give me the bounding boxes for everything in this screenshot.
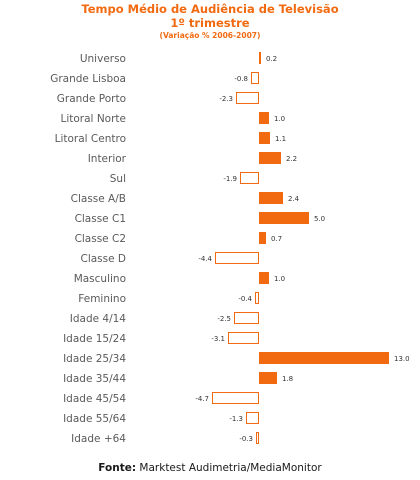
bar-idade-15-24 [228, 332, 259, 344]
source-text: Marktest Audimetria/MediaMonitor [139, 462, 322, 474]
chart-title: Tempo Médio de Audiência de Televisão [81, 2, 339, 16]
bar-feminino [255, 292, 259, 304]
category-label-idade-15-24: Idade 15/24 [63, 333, 126, 345]
value-label-classe-d: -4.4 [198, 255, 212, 263]
category-label-grande-porto: Grande Porto [57, 93, 126, 105]
bar-grande-porto [236, 92, 259, 104]
category-label-universo: Universo [80, 53, 126, 65]
category-label-grande-lisboa: Grande Lisboa [50, 73, 126, 85]
bar-classe-c1 [259, 212, 309, 224]
value-label-idade-45-54: -4.7 [195, 395, 209, 403]
bar-sul [240, 172, 259, 184]
bar-idade-4-14 [234, 312, 259, 324]
value-label-idade-35-44: 1.8 [282, 375, 293, 383]
value-label-litoral-centro: 1.1 [275, 135, 286, 143]
chart-note: (Variação % 2006-2007) [159, 31, 261, 40]
value-label-classe-c1: 5.0 [314, 215, 325, 223]
category-label-classe-c1: Classe C1 [75, 213, 126, 225]
value-label-idade-64: -0.3 [239, 435, 253, 443]
bar-litoral-norte [259, 112, 269, 124]
category-label-classe-d: Classe D [80, 253, 126, 265]
bar-universo [259, 52, 261, 64]
value-label-idade-4-14: -2.5 [217, 315, 231, 323]
category-label-classe-c2: Classe C2 [75, 233, 126, 245]
bar-litoral-centro [259, 132, 270, 144]
value-label-idade-15-24: -3.1 [211, 335, 225, 343]
category-label-litoral-centro: Litoral Centro [55, 133, 126, 145]
value-label-classe-c2: 0.7 [271, 235, 282, 243]
category-label-litoral-norte: Litoral Norte [61, 113, 127, 125]
category-label-idade-55-64: Idade 55/64 [63, 413, 126, 425]
value-label-grande-lisboa: -0.8 [234, 75, 248, 83]
source-line: Fonte: Marktest Audimetria/MediaMonitor [0, 462, 420, 474]
chart-subtitle: 1º trimestre [170, 16, 250, 30]
value-label-grande-porto: -2.3 [219, 95, 233, 103]
category-label-idade-35-44: Idade 35/44 [63, 373, 126, 385]
category-label-idade-45-54: Idade 45/54 [63, 393, 126, 405]
bar-classe-d [215, 252, 259, 264]
bar-interior [259, 152, 281, 164]
bar-idade-55-64 [246, 412, 259, 424]
bar-classe-c2 [259, 232, 266, 244]
category-label-masculino: Masculino [74, 273, 126, 285]
bar-grande-lisboa [251, 72, 259, 84]
value-label-litoral-norte: 1.0 [274, 115, 285, 123]
bar-classe-a-b [259, 192, 283, 204]
value-label-feminino: -0.4 [238, 295, 252, 303]
value-label-idade-25-34: 13.0 [394, 355, 410, 363]
value-label-interior: 2.2 [286, 155, 297, 163]
category-label-classe-a-b: Classe A/B [71, 193, 126, 205]
value-label-classe-a-b: 2.4 [288, 195, 300, 203]
value-label-idade-55-64: -1.3 [229, 415, 243, 423]
bar-idade-25-34 [259, 352, 389, 364]
value-label-masculino: 1.0 [274, 275, 285, 283]
bar-idade-64 [256, 432, 259, 444]
category-label-feminino: Feminino [78, 293, 126, 305]
category-label-sul: Sul [110, 173, 126, 185]
category-label-idade-25-34: Idade 25/34 [63, 353, 126, 365]
category-label-idade-4-14: Idade 4/14 [70, 313, 127, 325]
bar-masculino [259, 272, 269, 284]
category-label-idade-64: Idade +64 [71, 433, 126, 445]
category-label-interior: Interior [88, 153, 127, 165]
source-label: Fonte: [98, 462, 137, 474]
bar-idade-45-54 [212, 392, 259, 404]
value-label-sul: -1.9 [223, 175, 237, 183]
bar-idade-35-44 [259, 372, 277, 384]
value-label-universo: 0.2 [266, 55, 277, 63]
